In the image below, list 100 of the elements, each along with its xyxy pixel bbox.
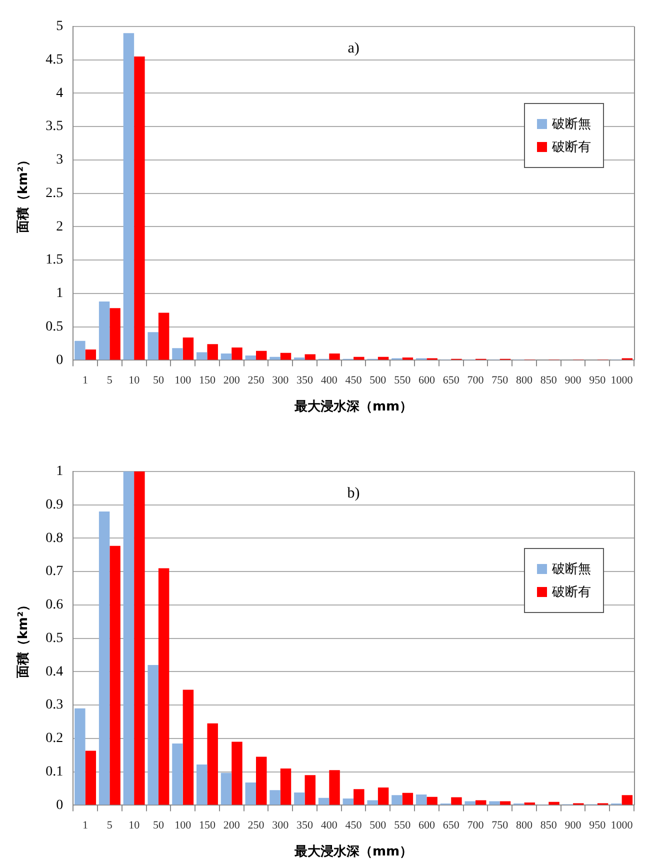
bar (134, 56, 145, 360)
x-tick-label: 100 (174, 820, 192, 832)
bar (280, 768, 292, 805)
x-tick-label: 500 (370, 820, 387, 832)
x-tick-label: 750 (492, 374, 509, 387)
bar (110, 308, 120, 360)
x-tick-label: 500 (370, 374, 387, 387)
bar (123, 471, 134, 805)
x-tick-label: 50 (152, 820, 164, 832)
bar (148, 332, 158, 360)
y-tick-label: 3 (56, 152, 64, 168)
x-tick-label: 450 (345, 374, 362, 387)
y-tick-label: 2 (56, 219, 64, 234)
y-tick-label: 3.5 (46, 119, 64, 134)
bar (232, 742, 242, 805)
bar (207, 723, 218, 805)
y-tick-label: 4 (56, 86, 64, 101)
bar (475, 800, 486, 805)
x-axis-title: 最大浸水深（mm） (294, 400, 413, 415)
legend-label: 破断無 (552, 116, 591, 133)
y-tick-label: 0.3 (46, 698, 64, 713)
bar (489, 801, 500, 805)
y-tick-label: 0.5 (46, 630, 64, 646)
x-tick-label: 850 (540, 374, 558, 387)
x-tick-label: 5 (106, 820, 113, 832)
x-tick-label: 600 (418, 820, 436, 832)
y-tick-label: 0.6 (46, 598, 64, 613)
x-tick-label: 150 (198, 820, 216, 832)
bar (134, 471, 145, 805)
x-tick-label: 50 (152, 374, 164, 387)
y-tick-label: 1 (56, 286, 64, 302)
bar (220, 354, 232, 360)
bar (402, 792, 414, 805)
x-tick-label: 400 (320, 374, 338, 387)
x-tick-label: 450 (345, 820, 362, 832)
x-axis-title: 最大浸水深（mm） (294, 844, 413, 860)
bar (378, 788, 389, 805)
bar (367, 800, 378, 805)
y-tick-label: 0.4 (46, 664, 64, 680)
bar (304, 775, 316, 805)
bar (207, 344, 218, 360)
bar (256, 350, 267, 360)
x-tick-label: 700 (467, 374, 484, 387)
x-tick-label: 300 (272, 374, 290, 387)
x-tick-label: 5 (106, 374, 113, 387)
x-tick-label: 900 (564, 820, 582, 832)
y-tick-label: 0.7 (46, 564, 64, 580)
y-tick-label: 2.5 (46, 186, 64, 201)
x-tick-label: 250 (248, 374, 265, 387)
bar (270, 790, 280, 805)
bar (182, 338, 194, 360)
bar (148, 665, 158, 805)
x-tick-label: 300 (272, 820, 290, 832)
bar (426, 796, 438, 805)
bar (451, 797, 462, 805)
y-tick-label: 1.5 (46, 252, 64, 268)
bar (342, 798, 354, 805)
x-tick-label: 650 (442, 820, 460, 832)
x-tick-label: 350 (296, 820, 314, 832)
y-tick-label: 4.5 (46, 52, 64, 68)
text: a) (348, 40, 360, 56)
bar (354, 356, 364, 360)
y-tick-label: 0.8 (46, 530, 64, 546)
bar (74, 708, 86, 805)
x-tick-label: 150 (198, 374, 216, 387)
bar (500, 801, 511, 805)
bar (548, 802, 560, 805)
bar (220, 772, 232, 805)
x-tick-label: 1 (82, 374, 88, 387)
bar (123, 33, 134, 360)
bar (85, 350, 96, 360)
bar (196, 352, 208, 360)
x-tick-label: 950 (589, 374, 606, 387)
x-tick-label: 550 (394, 374, 412, 387)
x-tick-label: 350 (296, 374, 314, 387)
bar (354, 789, 364, 805)
bar (196, 764, 208, 805)
x-tick-label: 200 (223, 374, 240, 387)
text: b) (347, 485, 360, 502)
bar (270, 356, 280, 360)
y-tick-label: 1 (56, 464, 64, 480)
x-tick-label: 750 (492, 820, 509, 832)
x-tick-label: 400 (320, 820, 338, 832)
bar (232, 348, 242, 360)
bar (256, 756, 267, 805)
x-tick-label: 950 (589, 820, 606, 832)
bar (172, 348, 183, 360)
x-tick-label: 1000 (610, 820, 634, 832)
x-tick-label: 1000 (610, 374, 634, 387)
bar (329, 354, 340, 360)
bar (622, 795, 633, 805)
bar (318, 798, 330, 805)
legend-label: 破断有 (552, 584, 591, 601)
y-axis-title: 面積（km²） (16, 598, 32, 680)
bar (416, 794, 427, 805)
x-tick-label: 1 (82, 820, 88, 832)
bar (329, 770, 340, 805)
x-tick-label: 10 (128, 820, 140, 832)
y-tick-label: 0 (56, 352, 64, 368)
x-tick-label: 900 (564, 374, 582, 387)
